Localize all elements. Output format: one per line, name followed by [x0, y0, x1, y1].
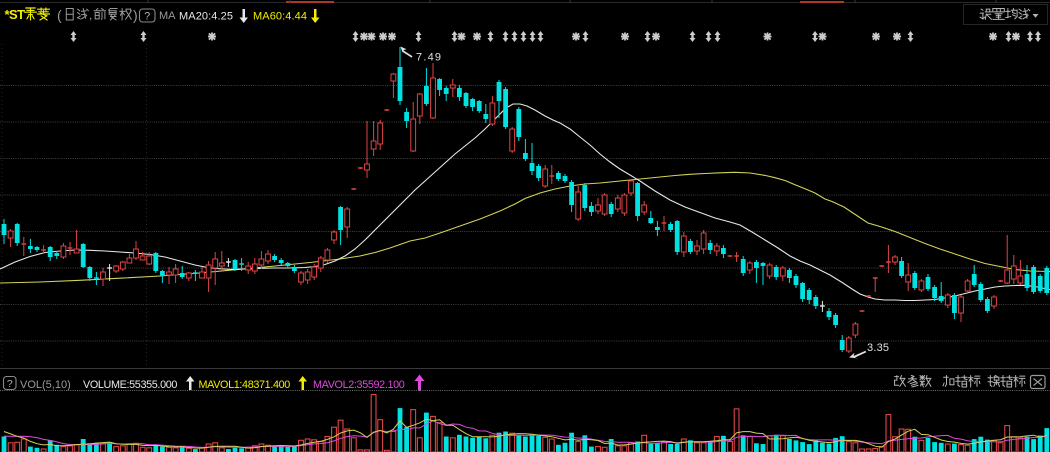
svg-text:MAVOL1:48371.400: MAVOL1:48371.400 — [199, 379, 291, 391]
svg-text:3.35: 3.35 — [867, 342, 889, 354]
svg-text:?: ? — [7, 378, 13, 390]
svg-text:(: ( — [57, 7, 62, 23]
svg-text:MAVOL2:35592.100: MAVOL2:35592.100 — [313, 379, 405, 391]
svg-text:7.49: 7.49 — [416, 52, 442, 64]
svg-text:VOLUME:55355.000: VOLUME:55355.000 — [83, 379, 177, 391]
svg-text:): ) — [133, 7, 138, 23]
svg-text:,: , — [89, 8, 92, 22]
svg-text:?: ? — [144, 11, 150, 23]
svg-text:MA: MA — [159, 10, 176, 22]
svg-text:*ST: *ST — [5, 7, 26, 22]
svg-text:MA20:4.25: MA20:4.25 — [179, 11, 233, 23]
svg-text:MA60:4.44: MA60:4.44 — [253, 11, 307, 23]
svg-text:VOL(5,10): VOL(5,10) — [20, 379, 71, 391]
